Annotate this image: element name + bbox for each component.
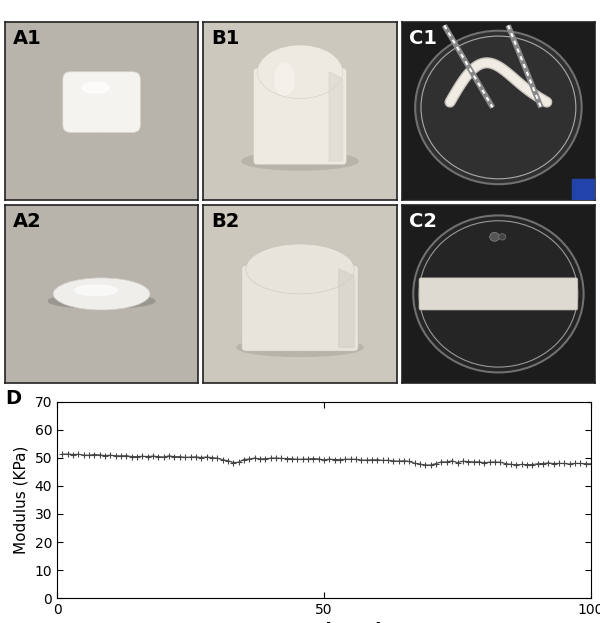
FancyBboxPatch shape <box>254 68 346 164</box>
Ellipse shape <box>257 45 343 98</box>
Ellipse shape <box>275 63 294 95</box>
Ellipse shape <box>237 338 363 356</box>
Ellipse shape <box>242 152 358 170</box>
Circle shape <box>490 232 499 241</box>
FancyBboxPatch shape <box>242 265 358 351</box>
Text: A1: A1 <box>13 29 41 48</box>
Text: B1: B1 <box>211 29 239 48</box>
Ellipse shape <box>49 294 155 308</box>
Ellipse shape <box>65 119 139 131</box>
Text: C1: C1 <box>409 29 437 48</box>
Bar <box>572 179 595 200</box>
Ellipse shape <box>53 278 150 310</box>
FancyBboxPatch shape <box>63 72 140 133</box>
Circle shape <box>499 234 506 240</box>
Polygon shape <box>329 72 343 161</box>
Ellipse shape <box>246 244 354 294</box>
FancyBboxPatch shape <box>419 278 578 310</box>
Polygon shape <box>339 269 354 348</box>
Circle shape <box>413 216 584 373</box>
Text: C2: C2 <box>409 212 437 231</box>
Y-axis label: Modulus (KPa): Modulus (KPa) <box>14 446 29 554</box>
Ellipse shape <box>74 285 117 296</box>
Ellipse shape <box>82 82 109 93</box>
Text: B2: B2 <box>211 212 239 231</box>
Text: C2: C2 <box>409 212 437 231</box>
Text: D: D <box>5 389 21 408</box>
Text: C1: C1 <box>409 29 437 48</box>
Circle shape <box>415 31 581 184</box>
Text: A2: A2 <box>13 212 41 231</box>
